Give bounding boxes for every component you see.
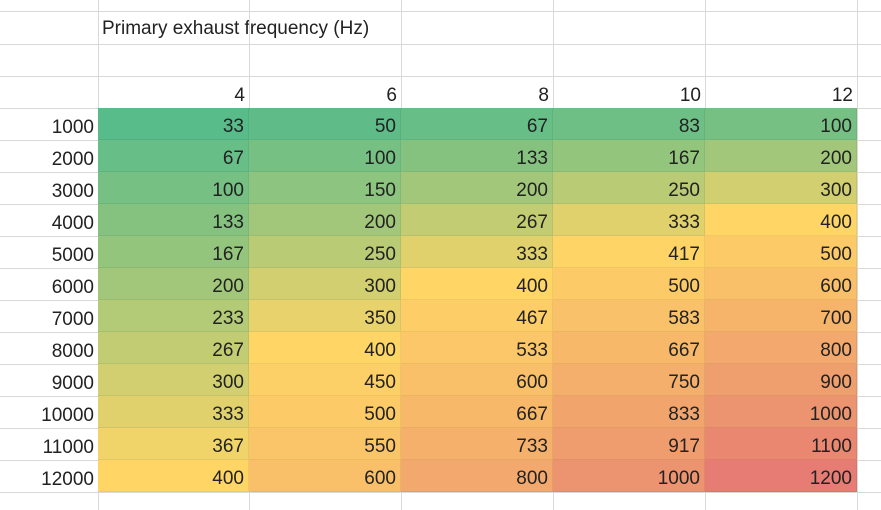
value-cell[interactable]: 900 bbox=[705, 364, 857, 396]
value-cell[interactable]: 250 bbox=[249, 236, 401, 268]
value-cell[interactable]: 400 bbox=[705, 204, 857, 236]
value-cell[interactable]: 500 bbox=[249, 396, 401, 428]
frequency-header-cell[interactable]: 10 bbox=[679, 85, 701, 106]
value-cell[interactable]: 33 bbox=[98, 108, 249, 140]
value-cell[interactable]: 67 bbox=[98, 140, 249, 172]
grid-column-line bbox=[857, 0, 858, 510]
value-cell[interactable]: 300 bbox=[249, 268, 401, 300]
value-cell[interactable]: 267 bbox=[401, 204, 553, 236]
value-cell[interactable]: 150 bbox=[249, 172, 401, 204]
row-label-cell[interactable]: 1000 bbox=[51, 117, 94, 138]
value-cell[interactable]: 800 bbox=[705, 332, 857, 364]
value-cell[interactable]: 667 bbox=[553, 332, 705, 364]
value-cell[interactable]: 50 bbox=[249, 108, 401, 140]
value-cell[interactable]: 200 bbox=[249, 204, 401, 236]
value-cell[interactable]: 333 bbox=[401, 236, 553, 268]
frequency-header-cell[interactable]: 12 bbox=[831, 85, 853, 106]
grid-row-line bbox=[0, 44, 881, 45]
table-title[interactable]: Primary exhaust frequency (Hz) bbox=[102, 18, 370, 39]
value-cell[interactable]: 100 bbox=[98, 172, 249, 204]
value-cell[interactable]: 367 bbox=[98, 428, 249, 460]
value-cell[interactable]: 200 bbox=[98, 268, 249, 300]
value-cell[interactable]: 600 bbox=[401, 364, 553, 396]
value-cell[interactable]: 83 bbox=[553, 108, 705, 140]
row-label-cell[interactable]: 4000 bbox=[51, 213, 94, 234]
value-cell[interactable]: 917 bbox=[553, 428, 705, 460]
row-label-cell[interactable]: 12000 bbox=[41, 469, 94, 490]
value-cell[interactable]: 550 bbox=[249, 428, 401, 460]
value-cell[interactable]: 1000 bbox=[553, 460, 705, 492]
value-cell[interactable]: 167 bbox=[553, 140, 705, 172]
frequency-header-cell[interactable]: 4 bbox=[234, 85, 245, 106]
value-cell[interactable]: 1100 bbox=[705, 428, 857, 460]
value-cell[interactable]: 350 bbox=[249, 300, 401, 332]
value-cell[interactable]: 667 bbox=[401, 396, 553, 428]
value-cell[interactable]: 133 bbox=[401, 140, 553, 172]
value-cell[interactable]: 733 bbox=[401, 428, 553, 460]
value-cell[interactable]: 267 bbox=[98, 332, 249, 364]
value-cell[interactable]: 300 bbox=[705, 172, 857, 204]
row-label-cell[interactable]: 7000 bbox=[51, 309, 94, 330]
frequency-header-cell[interactable]: 8 bbox=[538, 85, 549, 106]
row-label-cell[interactable]: 5000 bbox=[51, 245, 94, 266]
row-label-cell[interactable]: 10000 bbox=[41, 405, 94, 426]
value-cell[interactable]: 333 bbox=[553, 204, 705, 236]
value-cell[interactable]: 450 bbox=[249, 364, 401, 396]
value-cell[interactable]: 1000 bbox=[705, 396, 857, 428]
value-cell[interactable]: 400 bbox=[249, 332, 401, 364]
grid-row-line bbox=[0, 76, 881, 77]
row-label-cell[interactable]: 8000 bbox=[51, 341, 94, 362]
grid-row-line bbox=[0, 11, 881, 12]
value-cell[interactable]: 800 bbox=[401, 460, 553, 492]
frequency-header-cell[interactable]: 6 bbox=[386, 85, 397, 106]
value-cell[interactable]: 1200 bbox=[705, 460, 857, 492]
value-cell[interactable]: 417 bbox=[553, 236, 705, 268]
value-cell[interactable]: 500 bbox=[553, 268, 705, 300]
value-cell[interactable]: 133 bbox=[98, 204, 249, 236]
value-cell[interactable]: 200 bbox=[705, 140, 857, 172]
value-cell[interactable]: 100 bbox=[705, 108, 857, 140]
value-cell[interactable]: 467 bbox=[401, 300, 553, 332]
value-cell[interactable]: 300 bbox=[98, 364, 249, 396]
value-cell[interactable]: 750 bbox=[553, 364, 705, 396]
value-cell[interactable]: 600 bbox=[705, 268, 857, 300]
value-cell[interactable]: 250 bbox=[553, 172, 705, 204]
value-cell[interactable]: 400 bbox=[98, 460, 249, 492]
value-cell[interactable]: 200 bbox=[401, 172, 553, 204]
value-cell[interactable]: 67 bbox=[401, 108, 553, 140]
value-cell[interactable]: 500 bbox=[705, 236, 857, 268]
value-cell[interactable]: 333 bbox=[98, 396, 249, 428]
row-label-cell[interactable]: 3000 bbox=[51, 181, 94, 202]
value-cell[interactable]: 833 bbox=[553, 396, 705, 428]
value-cell[interactable]: 100 bbox=[249, 140, 401, 172]
value-cell[interactable]: 400 bbox=[401, 268, 553, 300]
row-label-cell[interactable]: 11000 bbox=[42, 437, 94, 458]
row-label-cell[interactable]: 9000 bbox=[51, 373, 94, 394]
grid-row-line bbox=[0, 492, 881, 493]
value-cell[interactable]: 533 bbox=[401, 332, 553, 364]
value-cell[interactable]: 583 bbox=[553, 300, 705, 332]
row-label-cell[interactable]: 2000 bbox=[51, 149, 94, 170]
row-label-cell[interactable]: 6000 bbox=[51, 277, 94, 298]
value-cell[interactable]: 600 bbox=[249, 460, 401, 492]
value-cell[interactable]: 233 bbox=[98, 300, 249, 332]
value-cell[interactable]: 700 bbox=[705, 300, 857, 332]
value-cell[interactable]: 167 bbox=[98, 236, 249, 268]
